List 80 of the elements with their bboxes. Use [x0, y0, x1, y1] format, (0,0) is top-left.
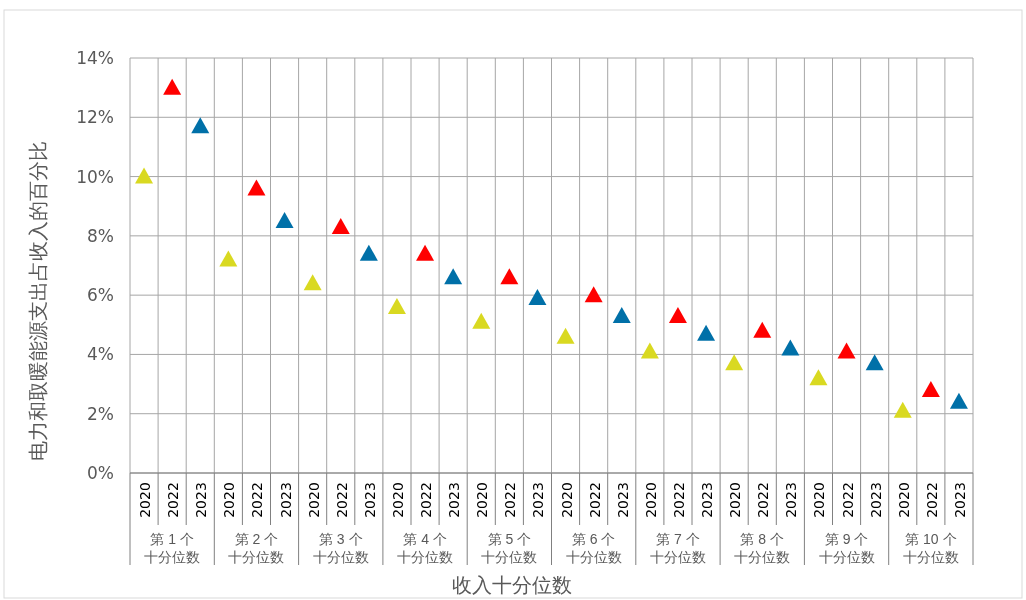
point — [921, 381, 940, 397]
x-tick-label: 2023 — [361, 482, 378, 518]
y-tick-label: 2% — [87, 403, 114, 424]
point — [416, 244, 435, 261]
x-tick-label: 2020 — [305, 482, 322, 518]
y-tick-label: 10% — [76, 166, 114, 187]
x-tick-label: 2022 — [502, 482, 519, 518]
point — [584, 286, 603, 303]
y-tick-label: 12% — [76, 107, 114, 128]
x-tick-label: 2022 — [586, 482, 603, 518]
point — [135, 167, 154, 184]
text: 第 6 个十分位数 — [565, 531, 622, 565]
point — [949, 392, 968, 409]
point — [809, 369, 828, 386]
x-tick-label: 2020 — [137, 482, 154, 518]
x-tick-label: 2020 — [558, 482, 575, 518]
point — [444, 268, 463, 285]
x-tick-label: 2022 — [923, 482, 940, 518]
x-tick-label: 2020 — [811, 482, 828, 518]
point — [725, 354, 744, 371]
x-tick-label: 2023 — [446, 482, 463, 518]
x-tick-label: 2020 — [474, 482, 491, 518]
point — [865, 354, 884, 371]
y-tick-label: 0% — [87, 463, 114, 483]
x-tick-label: 2020 — [895, 482, 912, 518]
x-tick-label: 2023 — [951, 482, 968, 518]
point — [781, 339, 800, 356]
point — [275, 212, 294, 229]
point — [303, 274, 322, 291]
text: 第 1 个十分位数 — [144, 531, 201, 565]
point — [640, 342, 659, 359]
y-tick-label: 14% — [76, 48, 114, 68]
point — [837, 342, 856, 359]
x-tick-label: 2023 — [783, 482, 800, 518]
y-tick-label: 4% — [87, 344, 114, 365]
x-tick-label: 2023 — [867, 482, 884, 518]
text: 第 4 个十分位数 — [397, 531, 454, 565]
point — [163, 78, 182, 95]
x-tick-label: 2023 — [614, 482, 631, 518]
y-axis-title: 电力和取暖能源支出占收入的百分比 — [27, 140, 49, 461]
x-tick-label: 2022 — [249, 482, 266, 518]
x-tick-label: 2020 — [389, 482, 406, 518]
point — [556, 327, 575, 344]
x-tick-label: 2022 — [839, 482, 856, 518]
text: 第 5 个十分位数 — [481, 531, 538, 565]
point — [893, 401, 912, 418]
point — [219, 250, 238, 267]
point — [331, 217, 350, 234]
x-tick-label: 2023 — [193, 482, 210, 518]
x-tick-label: 2022 — [165, 482, 182, 518]
point — [387, 298, 406, 314]
point — [612, 306, 631, 323]
x-tick-label: 2023 — [699, 482, 716, 518]
text: 第 8 个十分位数 — [734, 531, 791, 565]
point — [753, 321, 772, 338]
x-tick-label: 2022 — [755, 482, 772, 518]
x-tick-label: 2020 — [727, 482, 744, 518]
x-tick-label: 2022 — [333, 482, 350, 518]
text: 第 9 个十分位数 — [818, 531, 875, 565]
y-tick-label: 8% — [87, 225, 114, 246]
text: 第 10 个十分位数 — [902, 531, 959, 565]
x-tick-label: 2023 — [277, 482, 294, 518]
point — [247, 179, 266, 196]
x-tick-label: 2023 — [530, 482, 547, 518]
point — [668, 306, 687, 323]
point — [472, 312, 491, 329]
x-axis-title: 收入十分位数 — [451, 574, 572, 596]
point — [500, 268, 519, 285]
x-tick-label: 2020 — [221, 482, 238, 518]
point — [191, 117, 210, 134]
text: 第 2 个十分位数 — [228, 531, 285, 565]
point — [528, 289, 547, 306]
x-tick-label: 2020 — [642, 482, 659, 518]
text: 第 7 个十分位数 — [649, 531, 706, 565]
y-tick-label: 6% — [87, 285, 114, 306]
x-tick-label: 2022 — [670, 482, 687, 518]
x-tick-label: 2022 — [418, 482, 435, 518]
point — [697, 324, 716, 341]
text: 第 3 个十分位数 — [312, 531, 369, 565]
point — [359, 244, 378, 261]
